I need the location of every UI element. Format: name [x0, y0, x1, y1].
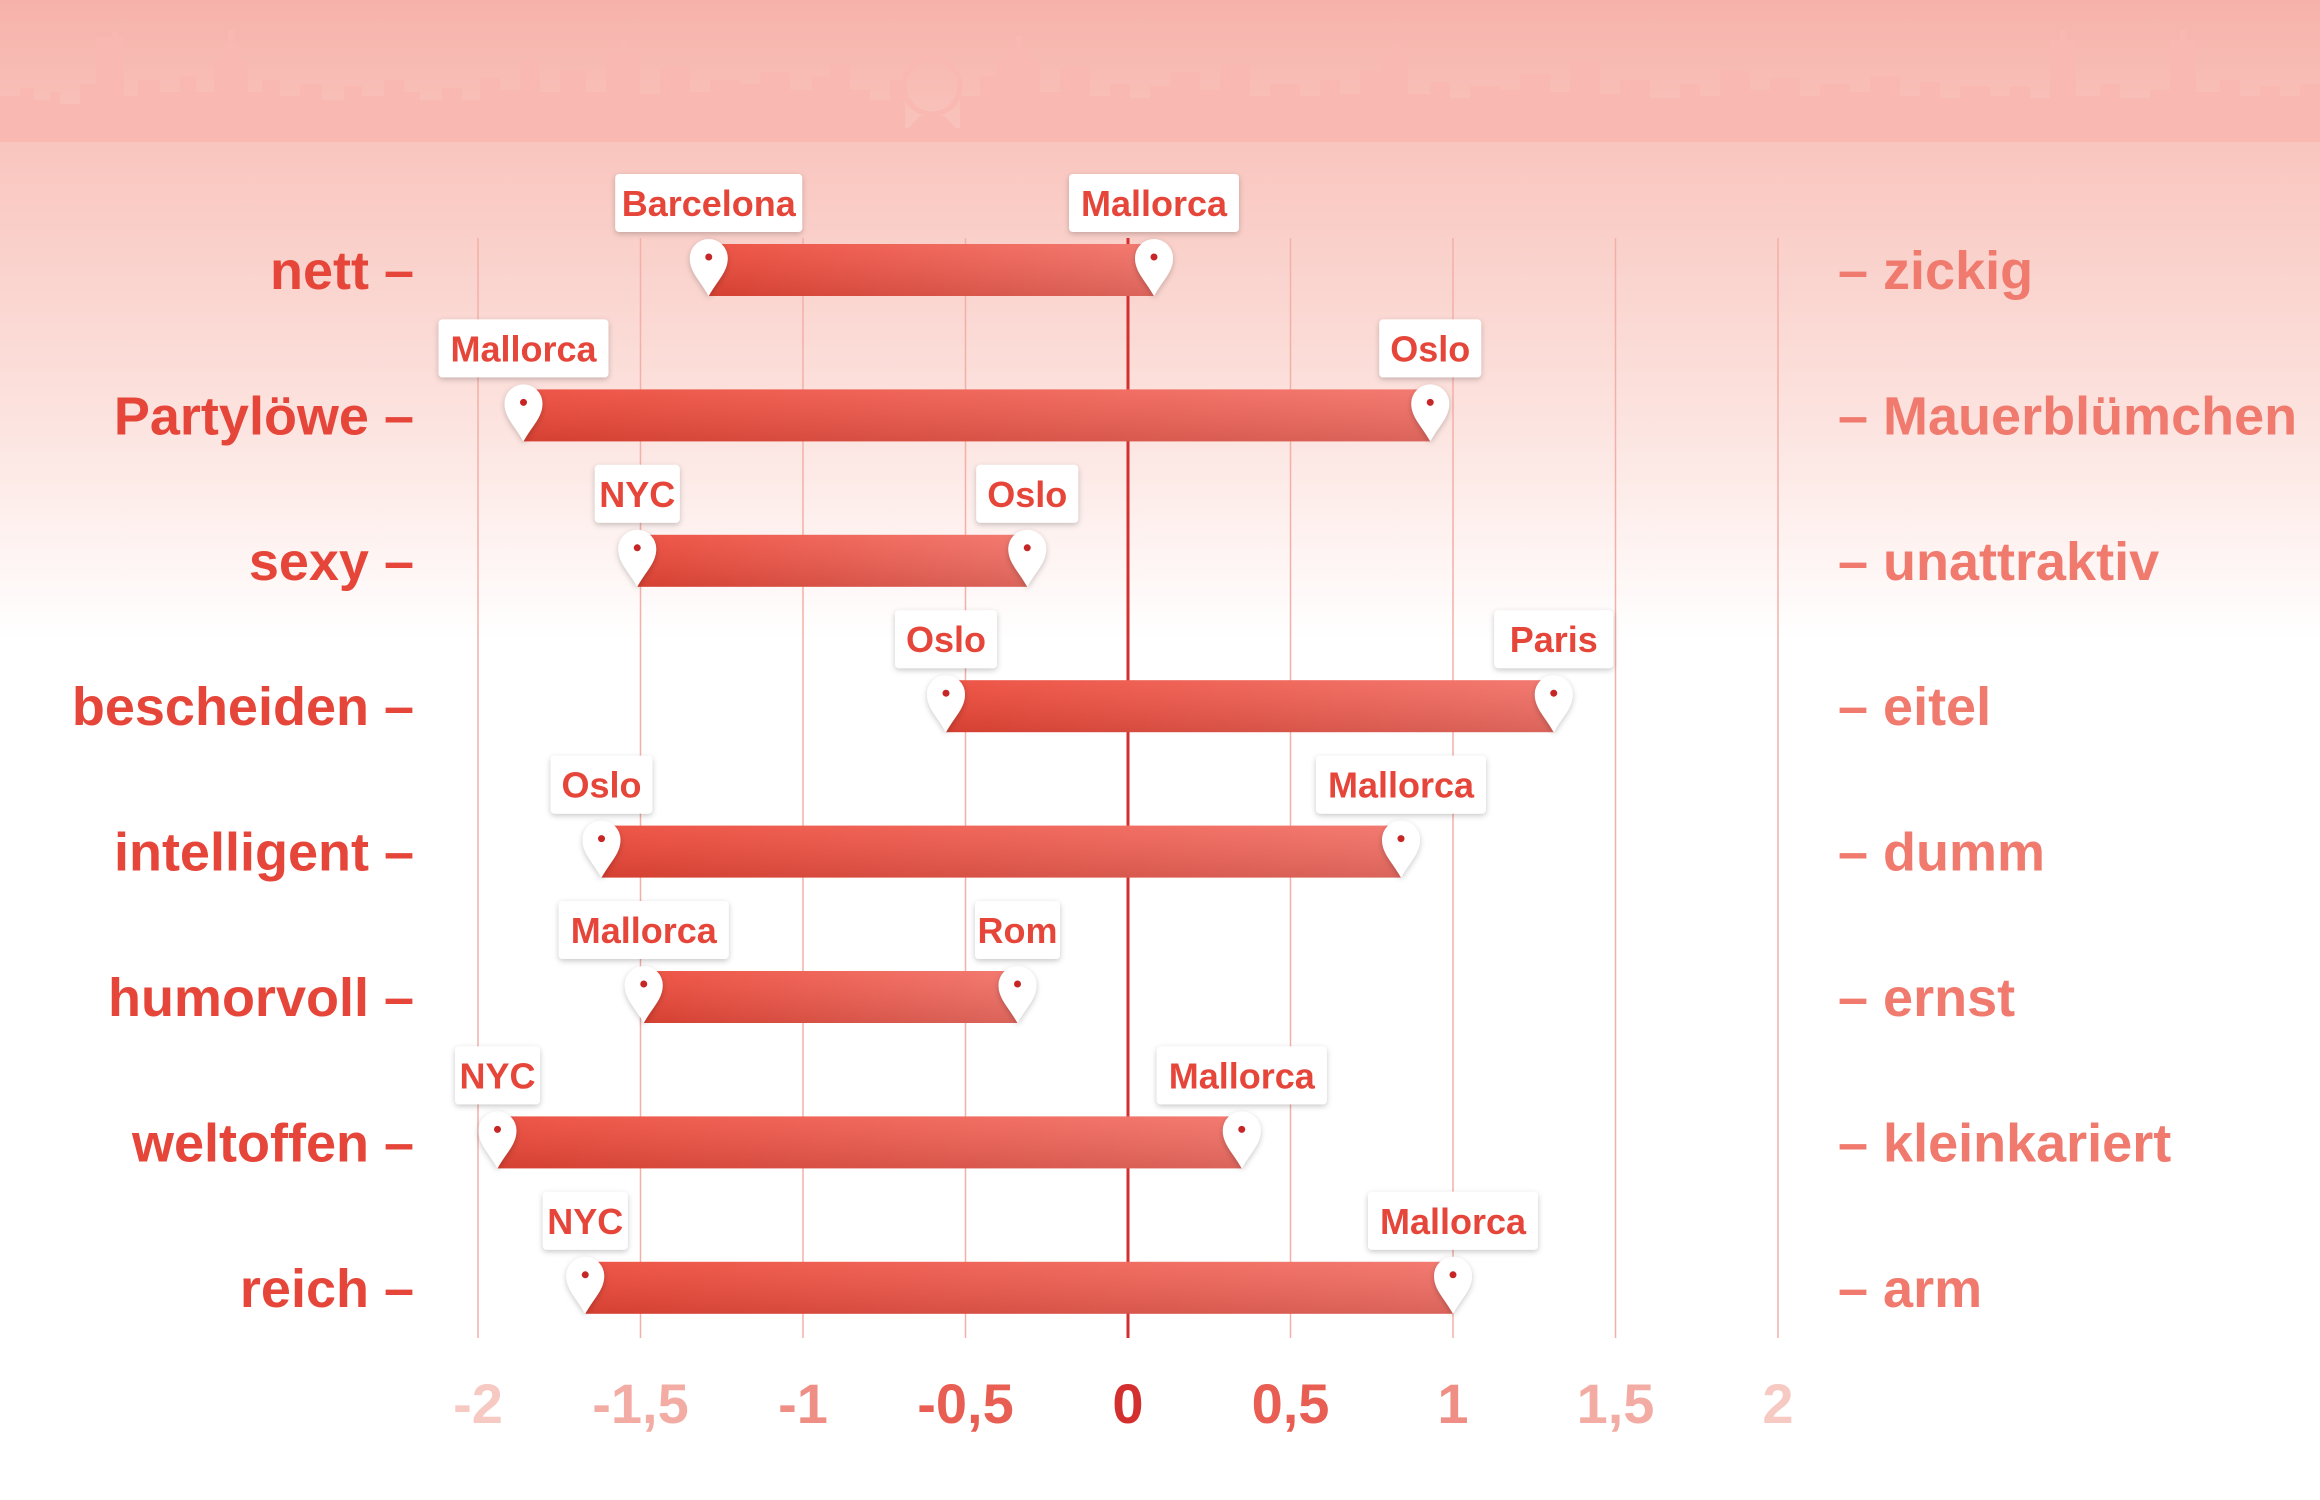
trait-left-label: Partylöwe –: [114, 386, 414, 446]
x-tick-label: 1: [1437, 1372, 1468, 1435]
skyline-decoration: [0, 30, 2320, 142]
city-callout: NYC: [542, 1191, 628, 1250]
city-label: Mallorca: [1081, 183, 1228, 224]
city-label: Mallorca: [1328, 765, 1475, 806]
range-row: nett – – zickig Barcelona Mallorca: [270, 174, 2033, 301]
trait-right-label: – Mauerblümchen: [1838, 386, 2297, 446]
range-row: reich – – arm NYC Mallorca: [240, 1191, 1982, 1319]
city-label: Paris: [1510, 619, 1598, 660]
trait-right-label: – kleinkariert: [1838, 1113, 2171, 1173]
city-callout: Mallorca: [558, 901, 729, 959]
city-callout: Oslo: [976, 464, 1079, 523]
trait-right-label: – dumm: [1838, 823, 2045, 883]
x-tick-label: -0,5: [917, 1372, 1014, 1435]
city-callout: Mallorca: [1368, 1191, 1538, 1250]
location-pin-icon: [927, 675, 965, 733]
location-pin-icon: [624, 966, 663, 1023]
x-tick-label: -1: [778, 1372, 828, 1435]
city-callout: Barcelona: [615, 174, 803, 232]
city-label: Oslo: [987, 474, 1067, 515]
trait-right-label: – eitel: [1838, 677, 1991, 737]
range-row: sexy – – unattraktiv NYC Oslo: [249, 464, 2159, 592]
range-row: intelligent – – dumm Oslo Mallorca: [114, 755, 2045, 883]
city-callout: NYC: [594, 464, 680, 523]
location-pin-icon: [1222, 1111, 1261, 1169]
x-tick-label: 2: [1762, 1372, 1793, 1435]
trait-left-label: bescheiden –: [72, 677, 414, 737]
city-label: Oslo: [561, 765, 641, 806]
location-pin-icon: [1434, 1256, 1472, 1314]
location-pin-icon: [1534, 675, 1573, 733]
city-callout: Oslo: [895, 610, 997, 669]
city-label: NYC: [459, 1055, 535, 1096]
location-pin-icon: [1008, 529, 1047, 587]
city-callout: Mallorca: [438, 319, 609, 378]
location-pin-icon: [582, 820, 621, 878]
x-axis: -2 -1,5 -1 -0,5 0 0,5 1 1,5 2: [453, 1372, 1793, 1435]
trait-left-label: nett –: [270, 241, 414, 301]
x-tick-label: 0,5: [1252, 1372, 1330, 1435]
location-pin-icon: [504, 384, 543, 442]
trait-left-label: intelligent –: [114, 823, 414, 883]
range-row: humorvoll – – ernst Mallorca Rom: [108, 901, 2015, 1028]
city-label: Mallorca: [1380, 1201, 1527, 1242]
trait-right-label: – unattraktiv: [1838, 532, 2159, 592]
location-pin-icon: [566, 1256, 605, 1314]
range-row: weltoffen – – kleinkariert NYC Mallorca: [131, 1046, 2171, 1173]
city-callout: Paris: [1494, 610, 1614, 669]
location-pin-icon: [1135, 239, 1173, 296]
city-callout: NYC: [455, 1046, 540, 1105]
location-pin-icon: [1382, 820, 1420, 878]
location-pin-icon: [618, 529, 657, 587]
city-label: NYC: [599, 474, 675, 515]
trait-right-label: – arm: [1838, 1259, 1982, 1319]
x-tick-label: -1,5: [592, 1372, 689, 1435]
city-label: Mallorca: [450, 328, 597, 369]
city-label: Oslo: [1390, 328, 1470, 369]
city-callout: Mallorca: [1069, 174, 1239, 232]
location-pin-icon: [478, 1111, 517, 1169]
city-label: NYC: [547, 1201, 623, 1242]
location-pin-icon: [689, 239, 728, 296]
trait-left-label: humorvoll –: [108, 968, 414, 1028]
city-callout: Oslo: [1379, 319, 1482, 378]
x-tick-label: -2: [453, 1372, 503, 1435]
range-row: Partylöwe – – Mauerblümchen Mallorca Oslo: [114, 319, 2297, 446]
city-label: Oslo: [906, 619, 986, 660]
location-pin-icon: [998, 966, 1037, 1023]
range-row: bescheiden – – eitel Oslo Paris: [72, 610, 1991, 737]
trait-left-label: weltoffen –: [131, 1113, 414, 1173]
city-callout: Mallorca: [1156, 1046, 1327, 1105]
x-tick-label: 1,5: [1577, 1372, 1655, 1435]
city-label: Mallorca: [571, 910, 718, 951]
city-callout: Rom: [975, 901, 1060, 959]
location-pin-icon: [1411, 384, 1450, 442]
city-callout: Mallorca: [1316, 755, 1486, 814]
city-label: Mallorca: [1169, 1055, 1316, 1096]
trait-right-label: – zickig: [1838, 241, 2033, 301]
city-label: Barcelona: [622, 183, 797, 224]
x-tick-label: 0: [1112, 1372, 1143, 1435]
trait-left-label: sexy –: [249, 532, 414, 592]
city-callout: Oslo: [550, 755, 653, 814]
city-label: Rom: [978, 910, 1058, 951]
trait-left-label: reich –: [240, 1259, 414, 1319]
trait-right-label: – ernst: [1838, 968, 2015, 1028]
